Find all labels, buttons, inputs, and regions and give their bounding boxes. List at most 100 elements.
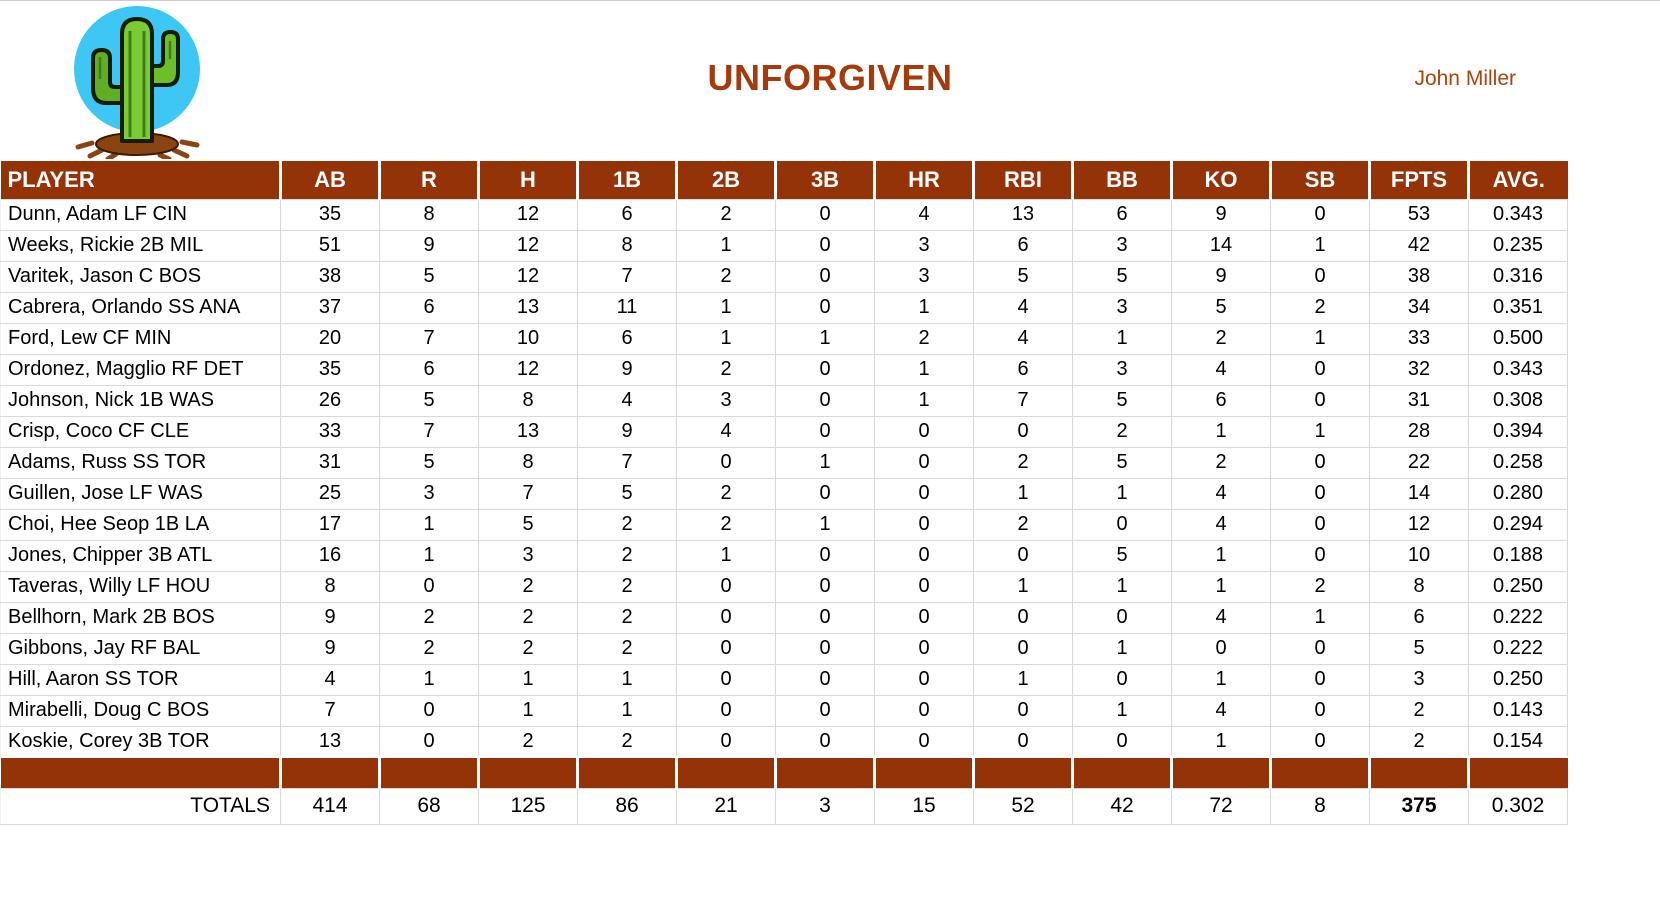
stat-cell-h: 10	[478, 322, 578, 355]
stat-cell-rbi: 6	[973, 229, 1073, 262]
stat-cell-r: 9	[379, 229, 479, 262]
table-row: Weeks, Rickie 2B MIL 51 9 12 8 1 0 3 6 3 14 1 42 0.23…	[0, 229, 1568, 262]
stat-cell-2b: 0	[676, 663, 776, 696]
column-header-sb: SB	[1269, 161, 1370, 199]
cactus-logo-icon	[66, 3, 208, 162]
stat-cell-1b: 4	[577, 384, 677, 417]
player-name-cell: Choi, Hee Seop 1B LA	[0, 508, 281, 541]
stat-cell-avg: 0.222	[1468, 632, 1568, 665]
stat-cell-ko: 1	[1171, 663, 1271, 696]
stat-cell-h: 2	[478, 632, 578, 665]
stat-cell-ko: 4	[1171, 694, 1271, 727]
stat-cell-rbi: 0	[973, 694, 1073, 727]
stat-cell-h: 3	[478, 539, 578, 572]
stat-cell-bb: 1	[1072, 632, 1172, 665]
stat-cell-2b: 1	[676, 322, 776, 355]
stat-cell-rbi: 13	[973, 198, 1073, 231]
stat-cell-sb: 0	[1270, 198, 1370, 231]
separator-cell	[972, 756, 1073, 788]
stat-cell-3b: 1	[775, 446, 875, 479]
stat-cell-hr: 0	[874, 539, 974, 572]
stat-cell-2b: 0	[676, 725, 776, 758]
stat-cell-sb: 1	[1270, 415, 1370, 448]
separator-cell	[279, 756, 380, 788]
column-header-bb: BB	[1071, 161, 1172, 199]
player-name-cell: Dunn, Adam LF CIN	[0, 198, 281, 231]
table-row: Mirabelli, Doug C BOS 7 0 1 1 0 0 0 0 1 4 0 2 0.143	[0, 694, 1568, 727]
stat-cell-rbi: 1	[973, 570, 1073, 603]
stat-cell-3b: 0	[775, 353, 875, 386]
stat-cell-r: 5	[379, 384, 479, 417]
stat-cell-1b: 9	[577, 415, 677, 448]
stat-cell-sb: 0	[1270, 694, 1370, 727]
stat-cell-bb: 5	[1072, 539, 1172, 572]
stat-cell-fpts: 2	[1369, 725, 1469, 758]
total-cell-fpts: 375	[1369, 787, 1469, 825]
stat-cell-2b: 0	[676, 694, 776, 727]
stat-cell-hr: 0	[874, 508, 974, 541]
column-header-hr: HR	[873, 161, 974, 199]
stat-cell-rbi: 2	[973, 508, 1073, 541]
stat-cell-ko: 2	[1171, 322, 1271, 355]
stat-cell-1b: 1	[577, 663, 677, 696]
column-header-3b: 3B	[774, 161, 875, 199]
column-header-ab: AB	[279, 161, 380, 199]
stat-cell-ko: 6	[1171, 384, 1271, 417]
stat-cell-rbi: 0	[973, 539, 1073, 572]
total-cell-ko: 72	[1171, 787, 1271, 825]
stat-cell-bb: 1	[1072, 570, 1172, 603]
stat-cell-hr: 0	[874, 415, 974, 448]
total-cell-2b: 21	[676, 787, 776, 825]
stat-cell-3b: 0	[775, 415, 875, 448]
stat-cell-ko: 4	[1171, 601, 1271, 634]
stat-cell-ab: 35	[280, 353, 380, 386]
stat-cell-fpts: 8	[1369, 570, 1469, 603]
total-cell-1b: 86	[577, 787, 677, 825]
stat-cell-hr: 2	[874, 322, 974, 355]
stat-cell-ab: 25	[280, 477, 380, 510]
stat-cell-ko: 9	[1171, 260, 1271, 293]
table-row: Guillen, Jose LF WAS 25 3 7 5 2 0 0 1 1 4 0 14 0.280	[0, 477, 1568, 510]
stat-cell-ab: 4	[280, 663, 380, 696]
player-name-cell: Ford, Lew CF MIN	[0, 322, 281, 355]
stat-cell-ab: 8	[280, 570, 380, 603]
stat-cell-1b: 2	[577, 725, 677, 758]
stat-cell-fpts: 34	[1369, 291, 1469, 324]
stat-cell-hr: 1	[874, 353, 974, 386]
table-row: Koskie, Corey 3B TOR 13 0 2 2 0 0 0 0 0 1 0 2 0.154	[0, 725, 1568, 758]
stat-cell-rbi: 7	[973, 384, 1073, 417]
stat-cell-ab: 31	[280, 446, 380, 479]
player-name-cell: Weeks, Rickie 2B MIL	[0, 229, 281, 262]
stat-cell-2b: 0	[676, 632, 776, 665]
stat-cell-sb: 0	[1270, 725, 1370, 758]
stat-cell-avg: 0.258	[1468, 446, 1568, 479]
stat-cell-sb: 0	[1270, 260, 1370, 293]
stat-cell-rbi: 4	[973, 322, 1073, 355]
table-row: Hill, Aaron SS TOR 4 1 1 1 0 0 0 1 0 1 0 3 0.250	[0, 663, 1568, 696]
stat-cell-h: 2	[478, 570, 578, 603]
stat-cell-1b: 9	[577, 353, 677, 386]
stat-cell-avg: 0.188	[1468, 539, 1568, 572]
stat-cell-fpts: 12	[1369, 508, 1469, 541]
stat-cell-sb: 0	[1270, 446, 1370, 479]
stat-cell-fpts: 31	[1369, 384, 1469, 417]
separator-cell	[1467, 756, 1568, 788]
stat-cell-fpts: 42	[1369, 229, 1469, 262]
stat-cell-3b: 0	[775, 694, 875, 727]
total-cell-sb: 8	[1270, 787, 1370, 825]
stat-cell-hr: 0	[874, 725, 974, 758]
table-row: Cabrera, Orlando SS ANA 37 6 13 11 1 0 1 4 3 5 2 34 0…	[0, 291, 1568, 324]
stat-cell-avg: 0.222	[1468, 601, 1568, 634]
stat-cell-avg: 0.154	[1468, 725, 1568, 758]
stat-cell-h: 2	[478, 601, 578, 634]
table-row: Johnson, Nick 1B WAS 26 5 8 4 3 0 1 7 5 6 0 31 0.308	[0, 384, 1568, 417]
table-row: Adams, Russ SS TOR 31 5 8 7 0 1 0 2 5 2 0 22 0.258	[0, 446, 1568, 479]
stat-cell-ko: 0	[1171, 632, 1271, 665]
stat-cell-h: 13	[478, 415, 578, 448]
stat-cell-ab: 20	[280, 322, 380, 355]
stat-cell-fpts: 38	[1369, 260, 1469, 293]
stat-cell-avg: 0.250	[1468, 570, 1568, 603]
stat-cell-rbi: 0	[973, 632, 1073, 665]
stat-cell-r: 1	[379, 663, 479, 696]
table-row: Varitek, Jason C BOS 38 5 12 7 2 0 3 5 5 9 0 38 0.316	[0, 260, 1568, 293]
